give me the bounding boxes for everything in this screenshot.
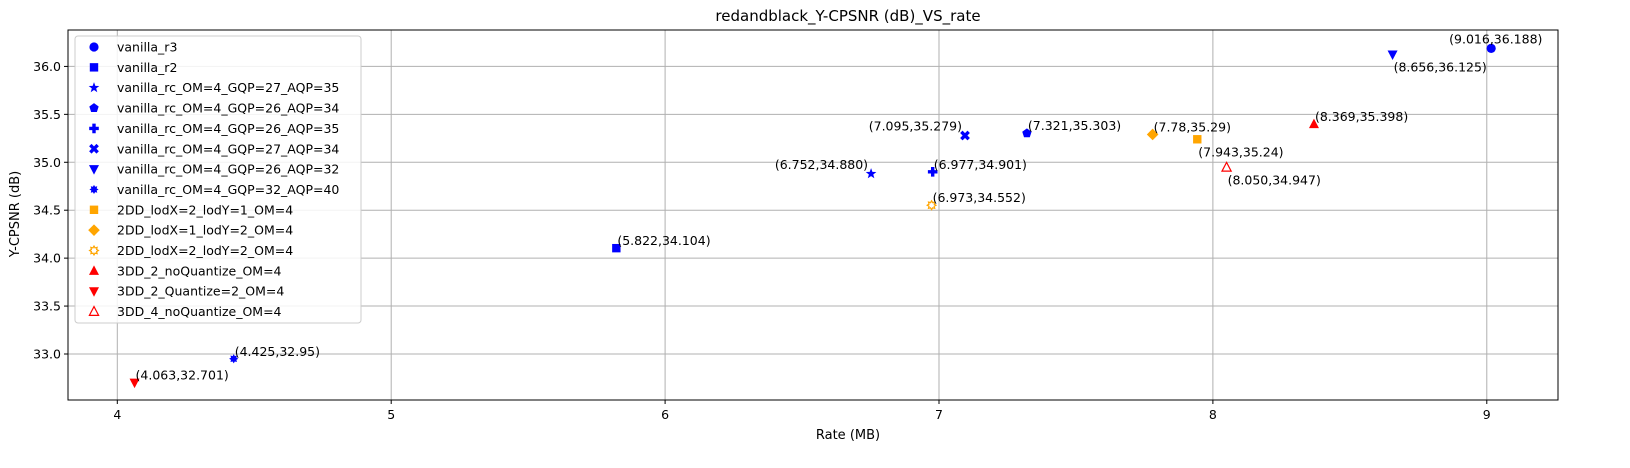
legend-marker (89, 287, 99, 297)
data-point (229, 354, 239, 364)
y-tick-label: 33.0 (33, 346, 61, 361)
y-tick-label: 33.5 (33, 299, 61, 314)
point-annotations: (9.016,36.188) (5.822,34.104) (6.752,34.88… (136, 31, 1543, 382)
legend-marker (89, 184, 99, 195)
legend-marker (89, 103, 99, 113)
y-axis-label: Y-CPSNR (dB) (8, 171, 23, 258)
data-label: (8.369,35.398) (1315, 109, 1408, 124)
data-point (612, 243, 621, 253)
y-tick-label: 35.0 (33, 155, 61, 170)
data-label: (7.78,35.29) (1154, 119, 1231, 134)
x-shape (89, 143, 99, 154)
data-point (1220, 161, 1233, 172)
y-tick-label: 34.0 (33, 251, 61, 266)
legend-marker (88, 224, 100, 236)
data-label: (7.943,35.24) (1198, 144, 1283, 159)
legend-entry-label: vanilla_r2 (117, 60, 177, 75)
x-tick-label: 9 (1483, 407, 1491, 422)
data-point (927, 166, 938, 177)
axis-ticks: 4 5 6 7 8 9 33.0 33.5 34.0 34.5 35.0 35.5 36.0 (33, 59, 1491, 422)
legend-marker (89, 143, 99, 154)
legend-entry-label: 3DD_2_Quantize=2_OM=4 (117, 284, 284, 299)
data-label: (6.977,34.901) (934, 157, 1027, 172)
data-label: (4.063,32.701) (136, 368, 229, 383)
legend-marker (89, 205, 99, 214)
legend-marker (89, 165, 99, 175)
legend-entry-label: 3DD_2_noQuantize_OM=4 (117, 263, 282, 278)
data-point (1486, 43, 1496, 54)
legend-marker (89, 63, 99, 72)
plot-area-frame (67, 29, 1559, 401)
data-label: (9.016,36.188) (1449, 31, 1542, 46)
legend-entry-label: vanilla_r3 (117, 40, 177, 55)
data-label: (8.050,34.947) (1228, 172, 1321, 187)
data-point (1022, 128, 1032, 138)
legend-marker (89, 42, 99, 52)
x-tick-label: 6 (661, 407, 669, 422)
legend-entry-label: vanilla_rc_OM=4_GQP=32_AQP=40 (117, 182, 339, 197)
data-points (129, 43, 1496, 389)
x-tick-label: 5 (387, 407, 395, 422)
x-axis-label: Rate (MB) (816, 428, 880, 443)
legend-marker (89, 265, 99, 275)
legend-entry-label: 3DD_4_noQuantize_OM=4 (117, 304, 282, 319)
legend-entry-label: vanilla_rc_OM=4_GQP=26_AQP=32 (117, 162, 339, 177)
data-point (1387, 50, 1398, 60)
legend-box (74, 35, 362, 324)
legend-marker (89, 123, 99, 134)
data-point (129, 378, 140, 389)
chart-title: redandblack_Y-CPSNR (dB)_VS_rate (715, 7, 980, 26)
x-tick-label: 4 (113, 407, 121, 422)
x-tick-label: 7 (935, 407, 943, 422)
data-label: (7.321,35.303) (1028, 118, 1121, 133)
legend-marker (88, 305, 100, 316)
x-shape (960, 130, 970, 141)
legend-entry-label: 2DD_lodX=2_lodY=1_OM=4 (117, 202, 293, 217)
legend-entry-label: vanilla_rc_OM=4_GQP=26_AQP=35 (117, 121, 339, 136)
data-point (926, 199, 938, 211)
data-label: (6.752,34.880) (775, 157, 868, 172)
legend-entry-label: 2DD_lodX=2_lodY=2_OM=4 (117, 243, 293, 258)
data-label: (6.973,34.552) (933, 190, 1026, 205)
x-tick-label: 8 (1209, 407, 1217, 422)
data-label: (8.656,36.125) (1394, 59, 1487, 74)
data-point (1193, 135, 1202, 144)
data-point (1308, 118, 1319, 129)
y-tick-label: 34.5 (33, 203, 61, 218)
data-point (865, 168, 877, 179)
y-tick-label: 36.0 (33, 59, 61, 74)
legend-marker (88, 244, 100, 257)
data-label: (7.095,35.279) (869, 119, 962, 134)
legend-entry-label: vanilla_rc_OM=4_GQP=26_AQP=34 (117, 101, 339, 116)
y-tick-label: 35.5 (33, 107, 61, 122)
data-point (1146, 128, 1159, 141)
legend-entry-label: 2DD_lodX=1_lodY=2_OM=4 (117, 223, 293, 238)
data-label: (4.425,32.95) (235, 344, 320, 359)
data-point (960, 130, 970, 141)
legend-entry-label: vanilla_rc_OM=4_GQP=27_AQP=34 (117, 141, 339, 156)
legend: vanilla_r3 vanilla_r2 vanilla_rc_OM=4_GQP=… (74, 35, 362, 324)
legend-entry-label: vanilla_rc_OM=4_GQP=27_AQP=35 (117, 80, 339, 95)
data-label: (5.822,34.104) (617, 233, 710, 248)
legend-marker (88, 82, 100, 93)
